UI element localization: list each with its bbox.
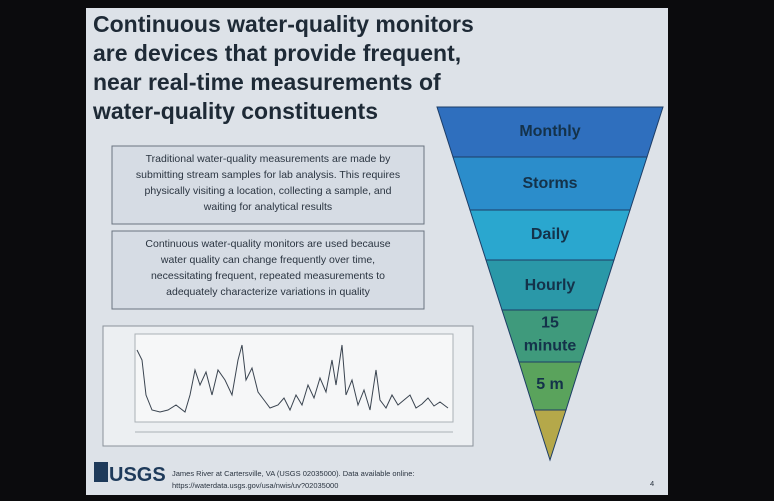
box-text: necessitating frequent, repeated measure… [151,270,385,282]
slide-title: near real-time measurements of [93,69,441,95]
pyramid-label: Daily [531,226,569,243]
pyramid-label: 5 m [536,376,564,393]
box-text: physically visiting a location, collecti… [145,185,392,197]
pyramid-label: minute [524,338,577,355]
box-text: Continuous water-quality monitors are us… [145,238,390,250]
box-text: water quality can change frequently over… [160,254,375,266]
page-number: 4 [650,479,654,488]
logo-text: USGS [109,464,166,486]
footer-text: James River at Cartersville, VA (USGS 02… [172,469,414,478]
slide-title: Continuous water-quality monitors [93,11,474,37]
slide-photo: Continuous water-quality monitors are dev… [0,0,774,501]
pyramid-label: 15 [541,315,559,332]
pyramid-label: Storms [522,175,577,192]
box-text: submitting stream samples for lab analys… [136,169,400,181]
footer-text: https://waterdata.usgs.gov/usa/nwis/uv?0… [172,481,338,490]
logo-mark [94,462,108,482]
pyramid-label: Monthly [519,123,580,140]
page: {"slide": { "title": ["Continuous water-… [0,0,774,501]
box-text: waiting for analytical results [203,201,332,213]
slide-title: water-quality constituents [92,98,378,124]
pyramid-label: Hourly [525,277,576,294]
slide-title: are devices that provide frequent, [93,40,461,66]
box-text: Traditional water-quality measurements a… [146,153,391,165]
box-text: adequately characterize variations in qu… [166,286,370,298]
hydrograph-plot [135,334,453,422]
